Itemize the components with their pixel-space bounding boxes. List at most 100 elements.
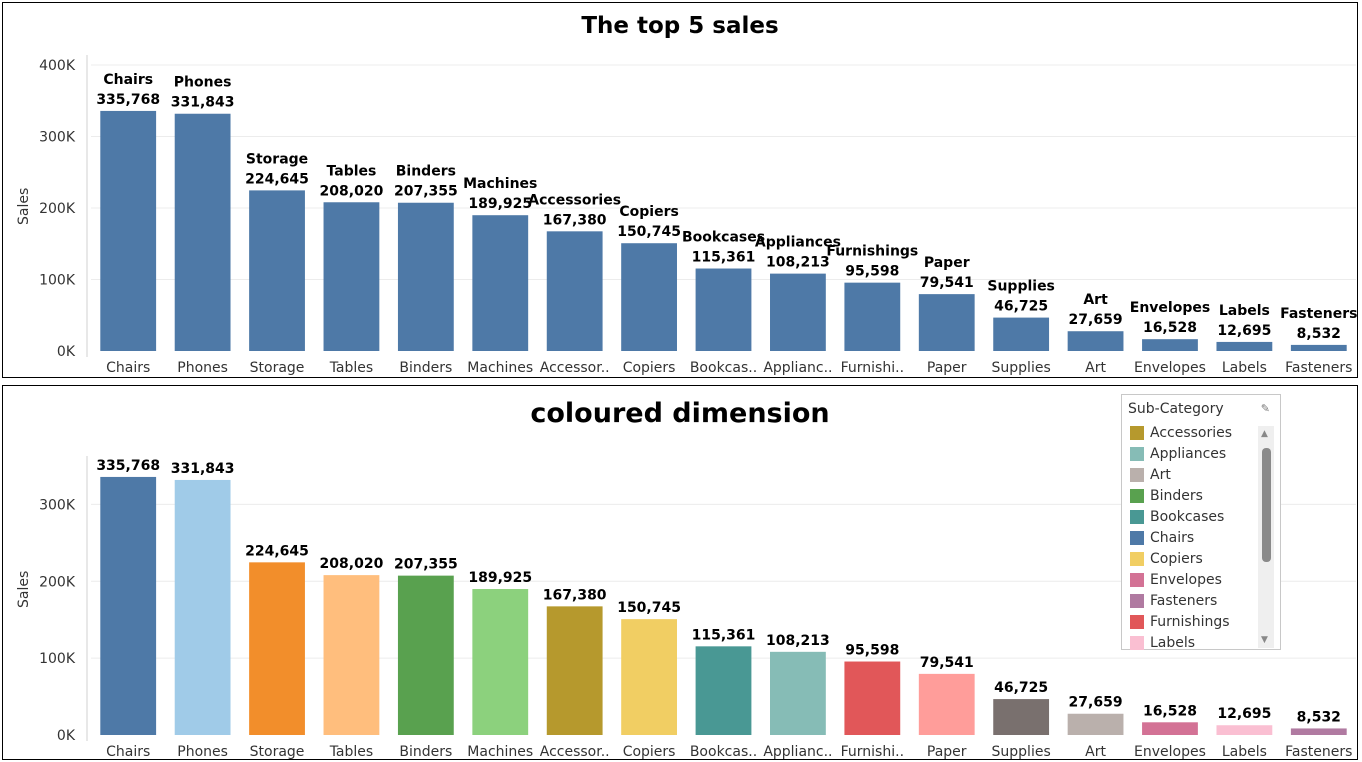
x-tick-label: Applianc..	[763, 360, 832, 376]
bar-paper[interactable]	[918, 673, 975, 735]
bar-fasteners[interactable]	[1290, 728, 1347, 735]
bar-phones[interactable]	[174, 113, 231, 351]
data-label: 207,355	[394, 557, 458, 573]
legend-item-envelopes[interactable]: Envelopes	[1122, 569, 1256, 590]
bar-chairs[interactable]	[100, 110, 157, 352]
bar-machines[interactable]	[472, 215, 529, 351]
x-tick-label: Labels	[1222, 744, 1267, 760]
category-data-label: Furnishings	[826, 244, 918, 260]
bar-furnishings[interactable]	[844, 282, 901, 351]
x-tick-label: Copiers	[623, 744, 676, 760]
bar-furnishings[interactable]	[844, 661, 901, 735]
x-tick-label: Envelopes	[1134, 360, 1206, 376]
legend-scrollbar[interactable]: ▲ ▼	[1258, 426, 1274, 648]
y-tick-label: 0K	[57, 728, 76, 744]
x-tick-label: Bookcas..	[690, 360, 757, 376]
bar-phones[interactable]	[174, 479, 231, 735]
data-label: 224,645	[245, 543, 309, 559]
scroll-down-icon[interactable]: ▼	[1261, 635, 1268, 645]
chart-title: The top 5 sales	[581, 13, 779, 39]
legend-item-chairs[interactable]: Chairs	[1122, 527, 1256, 548]
data-label: 12,695	[1217, 323, 1271, 339]
legend-label: Envelopes	[1150, 571, 1222, 588]
x-tick-label: Phones	[177, 744, 228, 760]
bar-art[interactable]	[1067, 713, 1124, 735]
x-tick-label: Fasteners	[1285, 744, 1352, 760]
bar-storage[interactable]	[249, 190, 305, 351]
x-tick-label: Fasteners	[1285, 360, 1352, 376]
data-label: 335,768	[96, 458, 160, 474]
x-tick-label: Envelopes	[1134, 744, 1206, 760]
legend-label: Copiers	[1150, 550, 1203, 567]
bar-paper[interactable]	[918, 294, 975, 351]
bar-accessories[interactable]	[546, 231, 603, 351]
data-label: 46,725	[994, 299, 1048, 315]
bar-envelopes[interactable]	[1142, 339, 1198, 351]
bar-supplies[interactable]	[993, 699, 1050, 735]
x-tick-label: Furnishi..	[841, 744, 904, 760]
bar-machines[interactable]	[472, 589, 529, 735]
data-label: 79,541	[920, 275, 974, 291]
data-label: 16,528	[1143, 320, 1197, 336]
y-tick-label: 200K	[39, 574, 76, 590]
legend-label: Bookcases	[1150, 508, 1225, 525]
bar-appliances[interactable]	[770, 273, 826, 351]
bar-tables[interactable]	[323, 575, 380, 735]
bar-labels[interactable]	[1216, 341, 1273, 351]
bar-bookcases[interactable]	[695, 646, 752, 735]
bar-accessories[interactable]	[546, 606, 603, 735]
legend-item-appliances[interactable]: Appliances	[1122, 443, 1256, 464]
bar-copiers[interactable]	[621, 243, 677, 351]
data-label: 167,380	[543, 587, 607, 603]
bar-art[interactable]	[1067, 331, 1124, 351]
x-tick-label: Accessor..	[540, 744, 610, 760]
bar-labels[interactable]	[1216, 725, 1273, 735]
x-tick-label: Supplies	[992, 360, 1051, 376]
legend-item-art[interactable]: Art	[1122, 464, 1256, 485]
bar-tables[interactable]	[323, 202, 380, 351]
bar-binders[interactable]	[397, 575, 454, 735]
data-label: 150,745	[617, 224, 681, 240]
bar-storage[interactable]	[249, 562, 305, 735]
bar-chairs[interactable]	[100, 476, 157, 735]
x-tick-label: Binders	[399, 360, 452, 376]
category-data-label: Labels	[1219, 303, 1270, 319]
scroll-up-icon[interactable]: ▲	[1261, 429, 1268, 439]
legend-item-bookcases[interactable]: Bookcases	[1122, 506, 1256, 527]
legend-swatch	[1130, 446, 1144, 461]
x-tick-label: Bookcas..	[690, 744, 757, 760]
legend-item-furnishings[interactable]: Furnishings	[1122, 611, 1256, 632]
legend-item-accessories[interactable]: Accessories	[1122, 422, 1256, 443]
legend-sub-category[interactable]: Sub-Category ✎ Accessories Appliances Art B…	[1121, 394, 1281, 653]
bar-supplies[interactable]	[993, 317, 1050, 351]
data-label: 46,725	[994, 680, 1048, 696]
bar-chart-top-sales: 0K 100K 200K 300K 400K 335,768 Chairs Chairs 331…	[39, 55, 1357, 376]
legend-label: Art	[1150, 466, 1171, 483]
x-tick-label: Furnishi..	[841, 360, 904, 376]
category-data-label: Paper	[924, 255, 970, 271]
bar-copiers[interactable]	[621, 619, 677, 735]
legend-label: Appliances	[1150, 445, 1227, 462]
legend-item-labels[interactable]: Labels	[1122, 632, 1256, 653]
data-label: 150,745	[617, 600, 681, 616]
x-tick-label: Paper	[927, 360, 967, 376]
legend-item-fasteners[interactable]: Fasteners	[1122, 590, 1256, 611]
bar-fasteners[interactable]	[1290, 344, 1347, 351]
pencil-icon[interactable]: ✎	[1260, 402, 1270, 415]
bar-bookcases[interactable]	[695, 268, 752, 351]
x-tick-label: Binders	[399, 744, 452, 760]
bar-appliances[interactable]	[770, 651, 826, 735]
x-tick-label: Storage	[250, 744, 305, 760]
legend-item-binders[interactable]: Binders	[1122, 485, 1256, 506]
data-label: 207,355	[394, 184, 458, 200]
legend-label: Fasteners	[1150, 592, 1218, 609]
data-label: 208,020	[320, 183, 384, 199]
category-data-label: Storage	[246, 151, 308, 167]
bar-envelopes[interactable]	[1142, 722, 1198, 735]
bar-binders[interactable]	[397, 202, 454, 351]
category-data-label: Phones	[174, 75, 232, 91]
x-tick-label: Machines	[467, 744, 533, 760]
legend-item-copiers[interactable]: Copiers	[1122, 548, 1256, 569]
legend-swatch	[1130, 509, 1144, 524]
scroll-thumb[interactable]	[1262, 448, 1271, 562]
